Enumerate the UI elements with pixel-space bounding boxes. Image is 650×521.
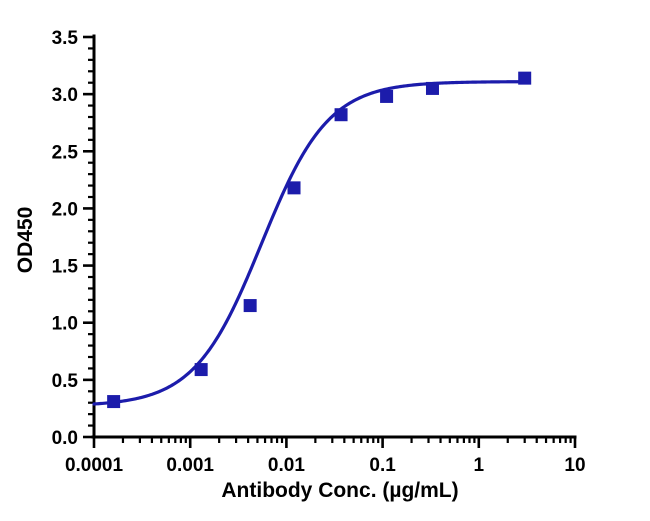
y-tick-label: 1.0 (52, 314, 78, 335)
x-tick-label: 0.1 (369, 455, 396, 476)
y-tick-label: 1.5 (52, 257, 79, 278)
x-tick-label: 0.001 (166, 455, 214, 476)
y-axis-tick-labels: 0.0 0.5 1.0 1.5 2.0 2.5 3.0 3.5 (52, 28, 79, 449)
y-axis-ticks (83, 35, 94, 439)
data-point (380, 89, 394, 103)
y-tick-label: 0.5 (52, 371, 79, 392)
y-tick-label: 3.5 (52, 28, 79, 49)
data-point (518, 71, 532, 85)
data-point-markers (107, 71, 532, 409)
data-point (287, 181, 301, 195)
y-tick-label: 3.0 (52, 85, 78, 106)
y-tick-label: 2.5 (52, 142, 79, 163)
x-tick-label: 0.01 (268, 455, 305, 476)
data-point (334, 108, 348, 122)
data-point (243, 299, 257, 313)
y-tick-label: 0.0 (52, 428, 78, 449)
x-tick-label: 10 (564, 455, 585, 476)
fitted-curve (92, 80, 527, 406)
x-axis-title: Antibody Conc. (µg/mL) (221, 479, 458, 502)
x-tick-label: 1 (474, 455, 485, 476)
data-point (107, 395, 121, 409)
y-axis-title: OD450 (14, 207, 37, 274)
x-axis-ticks (92, 437, 577, 448)
data-point (194, 363, 208, 377)
y-tick-label: 2.0 (52, 199, 78, 220)
x-axis-tick-labels: 0.0001 0.001 0.01 0.1 1 10 (65, 455, 586, 476)
data-point (425, 81, 439, 95)
x-tick-label: 0.0001 (65, 455, 124, 476)
